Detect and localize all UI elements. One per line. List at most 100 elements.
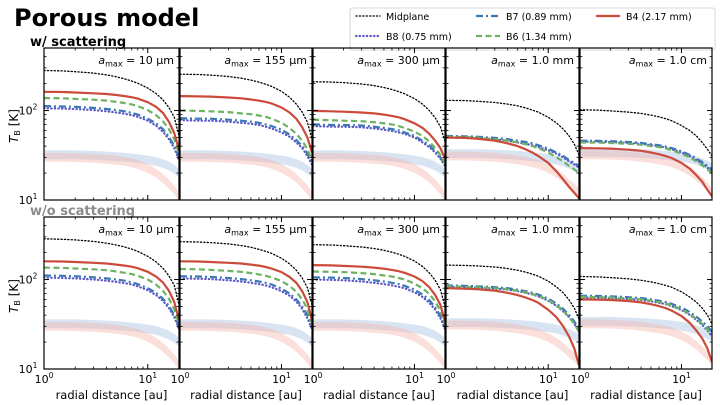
uncertainty-band-1 — [180, 321, 312, 369]
uncertainty-band-0 — [180, 150, 312, 178]
series-line-midplane — [446, 264, 579, 320]
amax-symbol: a — [357, 223, 364, 236]
y-tick-exponent: 1 — [33, 192, 38, 201]
series-line-midplane — [580, 109, 712, 157]
panel-plot-area — [446, 264, 579, 367]
x-tick-exponent: 1 — [152, 371, 157, 380]
x-tick-label: 101 — [138, 371, 157, 386]
series-line-b4 — [180, 95, 312, 153]
panel-amax-label: amax = 300 μm — [357, 54, 440, 69]
x-tick-exponent: 1 — [419, 371, 424, 380]
series-line-b6 — [313, 270, 445, 326]
uncertainty-band-0 — [446, 318, 579, 343]
x-axis-label: radial distance [au] — [457, 388, 569, 402]
x-axis-label: radial distance [au] — [56, 388, 168, 402]
series-line-b4 — [580, 147, 712, 197]
y-axis-unit: [K] — [7, 109, 21, 130]
series-line-b6 — [580, 141, 712, 174]
amax-subscript: max — [231, 60, 249, 69]
amax-value: = 155 μm — [249, 223, 307, 236]
series-line-b7 — [180, 117, 312, 164]
amax-symbol: a — [98, 54, 105, 67]
amax-value: = 1.0 mm — [515, 223, 574, 236]
x-axis-label: radial distance [au] — [590, 388, 702, 402]
amax-subscript: max — [105, 60, 123, 69]
panel-plot-area — [44, 69, 179, 200]
uncertainty-band-1 — [446, 151, 579, 198]
panel-amax-label: amax = 300 μm — [357, 223, 440, 238]
x-tick-label: 100 — [171, 371, 190, 386]
series-line-b8 — [180, 119, 312, 166]
panel-plot-area — [180, 241, 312, 369]
series-line-b7 — [44, 105, 179, 158]
panel-amax-label: amax = 1.0 cm — [629, 54, 707, 69]
series-line-b4 — [44, 260, 179, 321]
panel-plot-area — [446, 99, 579, 199]
legend-label-b6: B6 (1.34 mm) — [506, 32, 572, 43]
amax-subscript: max — [498, 229, 516, 238]
legend: Midplane B8 (0.75 mm) B7 (0.89 mm) B6 (1.34… — [349, 7, 716, 51]
uncertainty-band-0 — [580, 148, 712, 172]
x-tick-label: 101 — [272, 371, 291, 386]
panel-plot-area — [580, 109, 712, 198]
row-label-scattering: w/ scattering — [30, 35, 126, 50]
x-tick-base: 10 — [571, 373, 585, 386]
x-tick-base: 10 — [437, 373, 451, 386]
uncertainty-band-0 — [180, 319, 312, 347]
x-tick-exponent: 1 — [553, 371, 558, 380]
panel-plot-area — [180, 73, 312, 200]
amax-subscript: max — [364, 60, 382, 69]
amax-subscript: max — [364, 229, 382, 238]
amax-subscript: max — [231, 229, 249, 238]
x-axis-label: radial distance [au] — [190, 388, 302, 402]
y-axis-label-bottom: TB [K] — [7, 279, 22, 313]
series-line-midplane — [180, 73, 312, 140]
x-tick-base: 10 — [171, 373, 185, 386]
series-line-b6 — [44, 266, 179, 325]
y-tick-label: 102 — [19, 103, 38, 118]
uncertainty-band-0 — [580, 317, 712, 341]
amax-symbol: a — [98, 223, 105, 236]
y-tick-label: 101 — [19, 361, 38, 376]
uncertainty-band-1 — [180, 152, 312, 200]
uncertainty-band-1 — [580, 319, 712, 367]
x-tick-base: 10 — [539, 373, 553, 386]
series-line-b7 — [313, 123, 445, 165]
series-line-b6 — [446, 285, 579, 333]
legend-label-b8: B8 (0.75 mm) — [386, 32, 452, 43]
series-line-b4 — [580, 298, 712, 363]
amax-symbol: a — [491, 54, 498, 67]
series-line-b8 — [44, 107, 179, 162]
y-axis-symbol: T — [7, 134, 21, 143]
amax-symbol: a — [629, 54, 636, 67]
y-axis-subscript: B — [13, 130, 22, 136]
uncertainty-band-0 — [44, 319, 179, 347]
series-line-b4 — [446, 287, 579, 366]
amax-symbol: a — [491, 223, 498, 236]
uncertainty-band-1 — [44, 321, 179, 369]
legend-label-midplane: Midplane — [386, 12, 429, 23]
y-tick-exponent: 2 — [33, 103, 38, 112]
x-tick-label: 100 — [35, 371, 54, 386]
series-line-b7 — [446, 284, 579, 330]
x-tick-base: 10 — [405, 373, 419, 386]
uncertainty-band-1 — [446, 320, 579, 367]
panel-amax-label: amax = 10 μm — [98, 54, 174, 69]
x-tick-label: 100 — [571, 371, 590, 386]
panel-r0-c4: amax = 1.0 cm — [579, 47, 713, 201]
amax-value: = 300 μm — [382, 223, 440, 236]
y-tick-exponent: 1 — [33, 361, 38, 370]
legend-label-b7: B7 (0.89 mm) — [506, 12, 572, 23]
x-tick-exponent: 0 — [585, 371, 590, 380]
amax-value: = 155 μm — [249, 54, 307, 67]
panel-amax-label: amax = 1.0 mm — [491, 223, 574, 238]
x-tick-label: 101 — [539, 371, 558, 386]
series-line-midplane — [44, 238, 179, 306]
series-line-b6 — [180, 109, 312, 161]
x-tick-exponent: 0 — [185, 371, 190, 380]
x-tick-exponent: 1 — [686, 371, 691, 380]
